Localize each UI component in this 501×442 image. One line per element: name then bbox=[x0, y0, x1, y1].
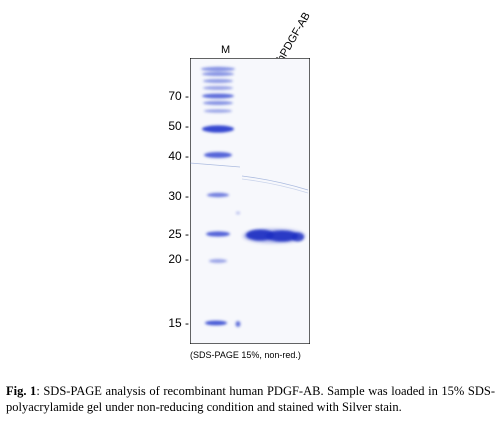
figure-caption-label: Fig. 1 bbox=[6, 384, 37, 398]
marker-band bbox=[202, 72, 234, 76]
sample-lane-label: hPDGF-AB bbox=[275, 10, 313, 64]
mw-label-30: 30 - bbox=[168, 189, 189, 203]
marker-lane-label: M bbox=[221, 44, 231, 56]
gel-image bbox=[190, 58, 310, 344]
gel-border bbox=[190, 58, 310, 344]
marker-band bbox=[207, 192, 229, 198]
mw-label-25: 25 - bbox=[168, 227, 189, 241]
figure-caption: Fig. 1: SDS-PAGE analysis of recombinant… bbox=[6, 383, 495, 415]
marker-band bbox=[206, 231, 230, 237]
marker-band bbox=[204, 109, 232, 113]
figure-caption-text: : SDS-PAGE analysis of recombinant human… bbox=[6, 384, 495, 414]
marker-band bbox=[209, 259, 227, 263]
mw-label-20: 20 - bbox=[168, 252, 189, 266]
marker-lane bbox=[201, 66, 241, 327]
marker-band bbox=[202, 93, 234, 99]
marker-band bbox=[204, 152, 232, 158]
marker-band bbox=[203, 86, 233, 90]
sample-lane bbox=[243, 229, 305, 243]
marker-band bbox=[202, 125, 234, 133]
mw-label-15: 15 - bbox=[168, 316, 189, 330]
sample-band bbox=[266, 230, 298, 242]
marker-band bbox=[201, 66, 235, 72]
marker-band bbox=[235, 321, 241, 327]
mw-label-40: 40 - bbox=[168, 149, 189, 163]
mw-label-50: 50 - bbox=[168, 119, 189, 133]
marker-band bbox=[203, 79, 233, 83]
marker-band bbox=[205, 320, 227, 326]
marker-band bbox=[203, 101, 233, 105]
gel-caption: (SDS-PAGE 15%, non-red.) bbox=[190, 350, 301, 360]
gel-artifact-lines bbox=[190, 162, 309, 194]
sample-band bbox=[292, 232, 304, 242]
marker-band bbox=[236, 211, 240, 215]
mw-label-70: 70 - bbox=[168, 89, 189, 103]
